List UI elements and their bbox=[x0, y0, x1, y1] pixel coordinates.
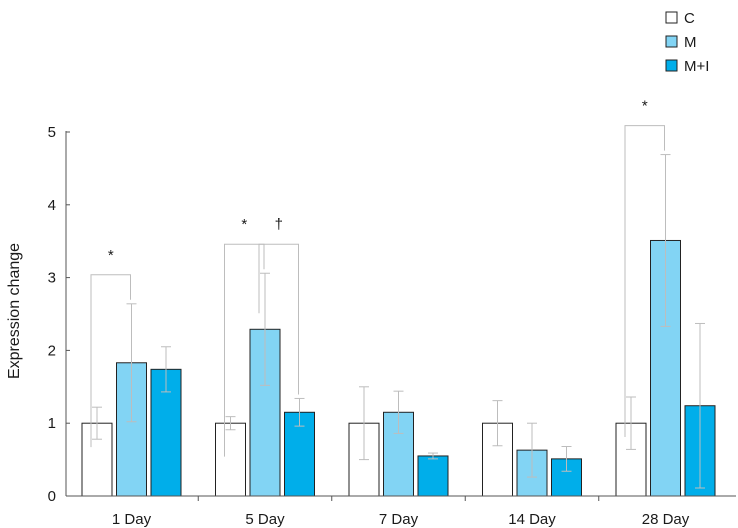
error-bars bbox=[92, 154, 705, 489]
y-tick-label: 0 bbox=[48, 488, 56, 505]
y-tick-label: 4 bbox=[48, 197, 56, 214]
x-category-label: 7 Day bbox=[379, 511, 419, 528]
bar bbox=[215, 422, 246, 497]
x-category-label: 14 Day bbox=[508, 511, 556, 528]
significance-marker: * bbox=[241, 216, 247, 233]
y-tick-label: 3 bbox=[48, 270, 56, 287]
y-axis: 0 1 2 3 4 5 bbox=[48, 124, 70, 505]
legend-label: C bbox=[684, 10, 695, 27]
legend-label: M bbox=[684, 34, 697, 51]
significance-marker: * bbox=[642, 98, 648, 115]
y-axis-label: Expression change bbox=[6, 243, 23, 379]
x-category-label: 28 Day bbox=[642, 511, 690, 528]
y-tick-label: 1 bbox=[48, 415, 56, 432]
significance-brackets: * * † * bbox=[90, 98, 665, 457]
significance-marker: † bbox=[275, 216, 283, 233]
y-tick-label: 5 bbox=[48, 124, 56, 141]
significance-bracket bbox=[258, 243, 299, 395]
significance-bracket bbox=[90, 274, 131, 448]
x-category-label: 5 Day bbox=[245, 511, 285, 528]
legend-swatch bbox=[665, 59, 678, 72]
significance-bracket bbox=[624, 125, 665, 437]
legend-swatch bbox=[665, 11, 678, 24]
y-tick-label: 2 bbox=[48, 342, 56, 359]
x-category-label: 1 Day bbox=[112, 511, 152, 528]
bars bbox=[81, 239, 716, 497]
bar bbox=[417, 455, 449, 497]
bar bbox=[383, 411, 414, 497]
significance-marker: * bbox=[108, 247, 114, 264]
legend-label: M+I bbox=[684, 58, 709, 75]
legend: CM M+I bbox=[665, 10, 709, 75]
legend-swatch bbox=[665, 35, 678, 48]
significance-bracket bbox=[224, 243, 265, 457]
x-axis: 1 Day 5 Day 7 Day 14 Day 28 Day bbox=[66, 495, 736, 528]
